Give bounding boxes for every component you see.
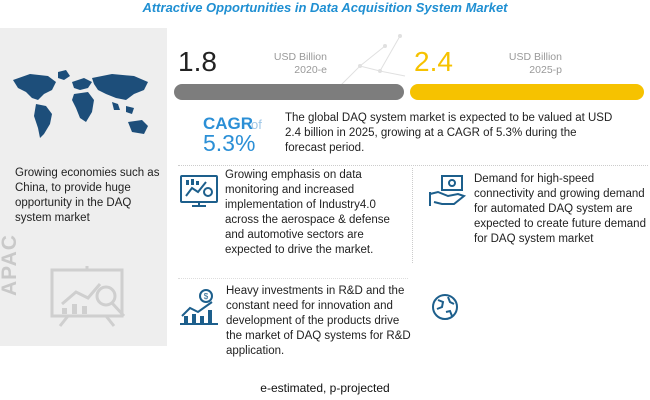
svg-text:$: $: [204, 292, 209, 301]
bar-2020: [174, 84, 404, 100]
stat-year-2020: 2020-e: [294, 64, 327, 76]
divider: [178, 165, 648, 166]
presentation-board-icon: [50, 266, 126, 327]
market-summary: The global DAQ system market is expected…: [285, 112, 613, 154]
dashboard-chart-icon: [180, 175, 218, 207]
divider: [412, 168, 413, 263]
footnote: e-estimated, p-projected: [260, 381, 390, 395]
world-map-icon: [13, 70, 148, 138]
hand-money-icon: [429, 175, 467, 206]
page-title: Attractive Opportunities in Data Acquisi…: [142, 0, 508, 15]
cagr-label: CAGR: [203, 114, 254, 133]
region-text: Growing economies such as China, to prov…: [15, 167, 160, 224]
driver-text-2: Demand for high-speed connectivity and g…: [474, 173, 646, 245]
globe-icon: [432, 294, 458, 320]
driver-text-1: Growing emphasis on data monitoring and …: [225, 169, 390, 256]
cagr-of: of: [251, 117, 262, 132]
stat-year-2025: 2025-p: [529, 64, 562, 76]
stat-unit-2025: USD Billion: [508, 51, 562, 63]
cagr-value: 5.3%: [203, 130, 256, 156]
divider: [178, 278, 408, 279]
network-decor-icon: [339, 34, 406, 87]
stat-value-2025: 2.4: [414, 46, 453, 77]
driver-text-3: Heavy investments in R&D and the constan…: [226, 285, 411, 357]
region-label: APAC: [0, 234, 21, 296]
stat-unit-2020: USD Billion: [273, 51, 327, 63]
investment-chart-icon: $: [180, 289, 218, 325]
region-panel: Growing economies such as China, to prov…: [0, 28, 167, 346]
bar-2025: [410, 84, 644, 100]
stat-value-2020: 1.8: [178, 46, 217, 77]
